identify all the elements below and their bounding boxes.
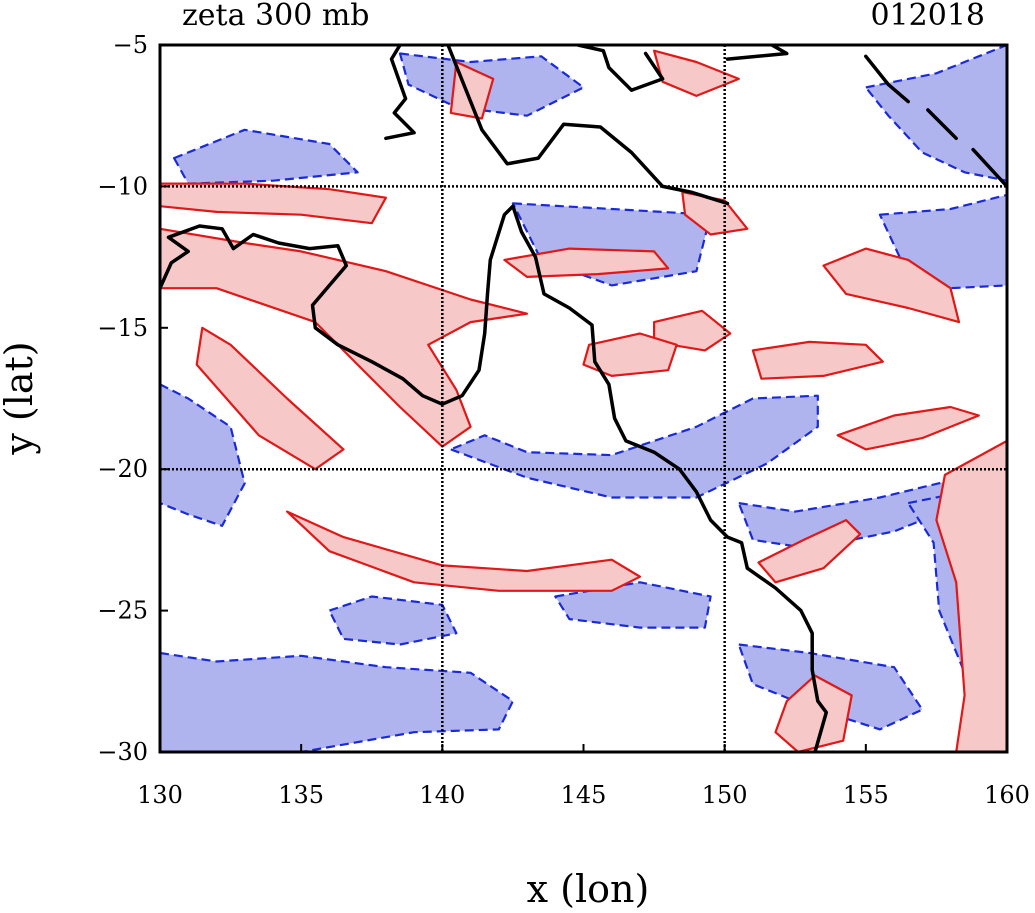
y-tick-label-25: −25	[97, 597, 148, 625]
negative-vorticity-region-3	[864, 45, 1007, 182]
y-tick-label-5: −5	[113, 31, 148, 59]
negative-vorticity-region-10	[328, 595, 458, 646]
coastline-0	[160, 204, 829, 752]
positive-vorticity-region-11	[751, 340, 884, 380]
positive-vorticity-region-10	[822, 247, 961, 324]
x-tick-label-135: 135	[278, 781, 324, 809]
positive-vorticity-region-3	[286, 510, 642, 592]
positive-vorticity-region-6	[935, 439, 1007, 752]
negative-vorticity-fill-layer	[160, 45, 1007, 752]
y-tick-label-30: −30	[97, 738, 148, 766]
y-tick-layer: −5 −10 −15 −20 −25 −30	[97, 31, 168, 766]
negative-vorticity-region-11	[554, 581, 712, 629]
coastline-5	[864, 54, 910, 104]
y-tick-label-15: −15	[97, 314, 148, 342]
positive-vorticity-fill-layer	[160, 49, 1007, 752]
positive-vorticity-region-4	[757, 518, 862, 584]
x-tick-layer: 130 135 140 145 150 155 160	[137, 744, 1030, 809]
positive-vorticity-region-5	[836, 405, 980, 451]
x-tick-label-140: 140	[419, 781, 465, 809]
y-tick-label-10: −10	[97, 172, 148, 200]
chart-title: zeta 300 mb	[182, 0, 370, 33]
x-tick-label-155: 155	[843, 781, 889, 809]
negative-vorticity-region-2	[449, 394, 819, 499]
x-tick-label-150: 150	[702, 781, 748, 809]
grid-layer	[160, 45, 1007, 752]
positive-vorticity-region-8	[503, 247, 670, 278]
coastline-2	[446, 45, 730, 206]
coastline-7	[971, 147, 1007, 189]
x-tick-label-145: 145	[561, 781, 607, 809]
y-axis-label: y (lat)	[0, 341, 41, 455]
x-axis-label: x (lon)	[527, 867, 650, 911]
y-tick-label-20: −20	[97, 455, 148, 483]
positive-vorticity-region-7	[774, 674, 853, 752]
coastline-1	[384, 45, 416, 141]
positive-vorticity-region-1	[195, 326, 345, 471]
negative-vorticity-region-4	[878, 193, 1007, 290]
negative-vorticity-region-1	[160, 651, 515, 752]
coastline-6	[926, 108, 958, 141]
coastline-3	[576, 45, 665, 92]
chart-subtitle: 012018	[870, 0, 985, 33]
x-tick-label-130: 130	[137, 781, 183, 809]
positive-vorticity-region-0	[160, 227, 529, 448]
negative-vorticity-region-0	[160, 383, 246, 527]
positive-vorticity-region-12	[582, 332, 678, 377]
x-tick-label-160: 160	[984, 781, 1030, 809]
